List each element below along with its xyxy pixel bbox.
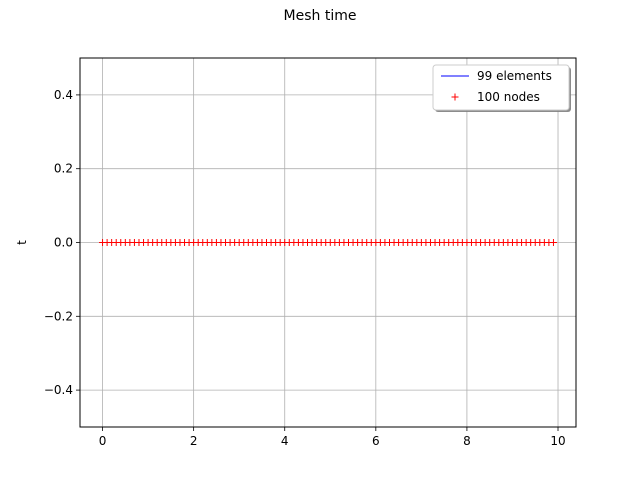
legend: 99 elements 100 nodes — [432, 64, 571, 112]
y-tick-label: −0.2 — [44, 309, 73, 323]
y-axis-label: t — [15, 240, 29, 245]
legend-label: 99 elements — [477, 69, 552, 83]
y-tick-label: 0.2 — [54, 162, 73, 176]
y-tick-label: 0.4 — [54, 88, 73, 102]
x-tick-label: 8 — [463, 434, 471, 448]
chart-title: Mesh time — [283, 8, 357, 24]
x-tick-label: 4 — [281, 434, 289, 448]
x-tick-label: 6 — [372, 434, 380, 448]
axis-ticks: 0 2 4 6 8 10 −0.4 −0.2 0.0 0.2 0.4 — [44, 88, 566, 448]
x-tick-label: 2 — [190, 434, 198, 448]
legend-label: 100 nodes — [477, 90, 540, 104]
legend-entry: 100 nodes — [451, 90, 540, 104]
y-tick-label: −0.4 — [44, 383, 73, 397]
legend-entry: 99 elements — [441, 69, 552, 83]
node-marker — [549, 239, 557, 246]
x-tick-label: 10 — [550, 434, 565, 448]
plot-series — [99, 239, 557, 246]
y-tick-label: 0.0 — [54, 236, 73, 250]
x-tick-label: 0 — [99, 434, 107, 448]
